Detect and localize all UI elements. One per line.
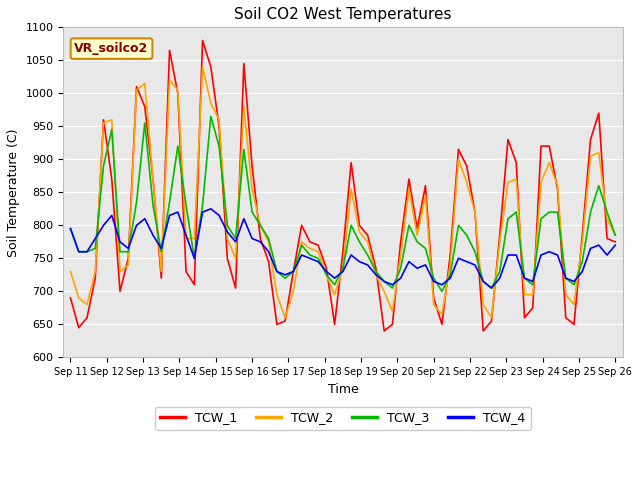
TCW_4 — [611, 242, 619, 248]
Title: Soil CO2 West Temperatures: Soil CO2 West Temperatures — [234, 7, 452, 22]
X-axis label: Time: Time — [328, 383, 358, 396]
TCW_2 — [108, 117, 116, 122]
TCW_4 — [207, 206, 214, 212]
TCW_4 — [496, 275, 504, 281]
TCW_2 — [67, 269, 74, 275]
TCW_1 — [579, 232, 586, 238]
TCW_2 — [331, 292, 339, 298]
TCW_4 — [298, 252, 305, 258]
TCW_1 — [132, 84, 140, 90]
TCW_1 — [611, 239, 619, 245]
TCW_3 — [579, 259, 586, 264]
TCW_3 — [496, 269, 504, 275]
TCW_3 — [207, 113, 214, 119]
Line: TCW_2: TCW_2 — [70, 67, 615, 318]
TCW_4 — [108, 213, 116, 218]
TCW_3 — [611, 232, 619, 238]
TCW_1 — [199, 37, 207, 43]
TCW_4 — [579, 269, 586, 275]
TCW_2 — [579, 239, 586, 245]
Text: VR_soilco2: VR_soilco2 — [74, 42, 148, 55]
TCW_1 — [496, 232, 504, 238]
TCW_4 — [323, 269, 330, 275]
TCW_1 — [67, 295, 74, 301]
TCW_2 — [281, 315, 289, 321]
TCW_4 — [132, 222, 140, 228]
TCW_2 — [199, 64, 207, 70]
Line: TCW_3: TCW_3 — [70, 116, 615, 291]
TCW_3 — [132, 199, 140, 205]
TCW_2 — [611, 232, 619, 238]
TCW_1 — [380, 328, 388, 334]
TCW_4 — [67, 226, 74, 231]
Line: TCW_1: TCW_1 — [70, 40, 615, 331]
TCW_3 — [298, 242, 305, 248]
TCW_3 — [438, 288, 446, 294]
Y-axis label: Soil Temperature (C): Soil Temperature (C) — [7, 128, 20, 257]
TCW_2 — [306, 246, 314, 252]
TCW_1 — [108, 176, 116, 182]
Line: TCW_4: TCW_4 — [70, 209, 615, 288]
TCW_2 — [496, 239, 504, 245]
TCW_3 — [67, 226, 74, 231]
TCW_1 — [298, 222, 305, 228]
Legend: TCW_1, TCW_2, TCW_3, TCW_4: TCW_1, TCW_2, TCW_3, TCW_4 — [156, 407, 531, 430]
TCW_2 — [132, 87, 140, 93]
TCW_3 — [108, 127, 116, 132]
TCW_1 — [323, 265, 330, 271]
TCW_4 — [488, 285, 495, 291]
TCW_3 — [323, 272, 330, 278]
